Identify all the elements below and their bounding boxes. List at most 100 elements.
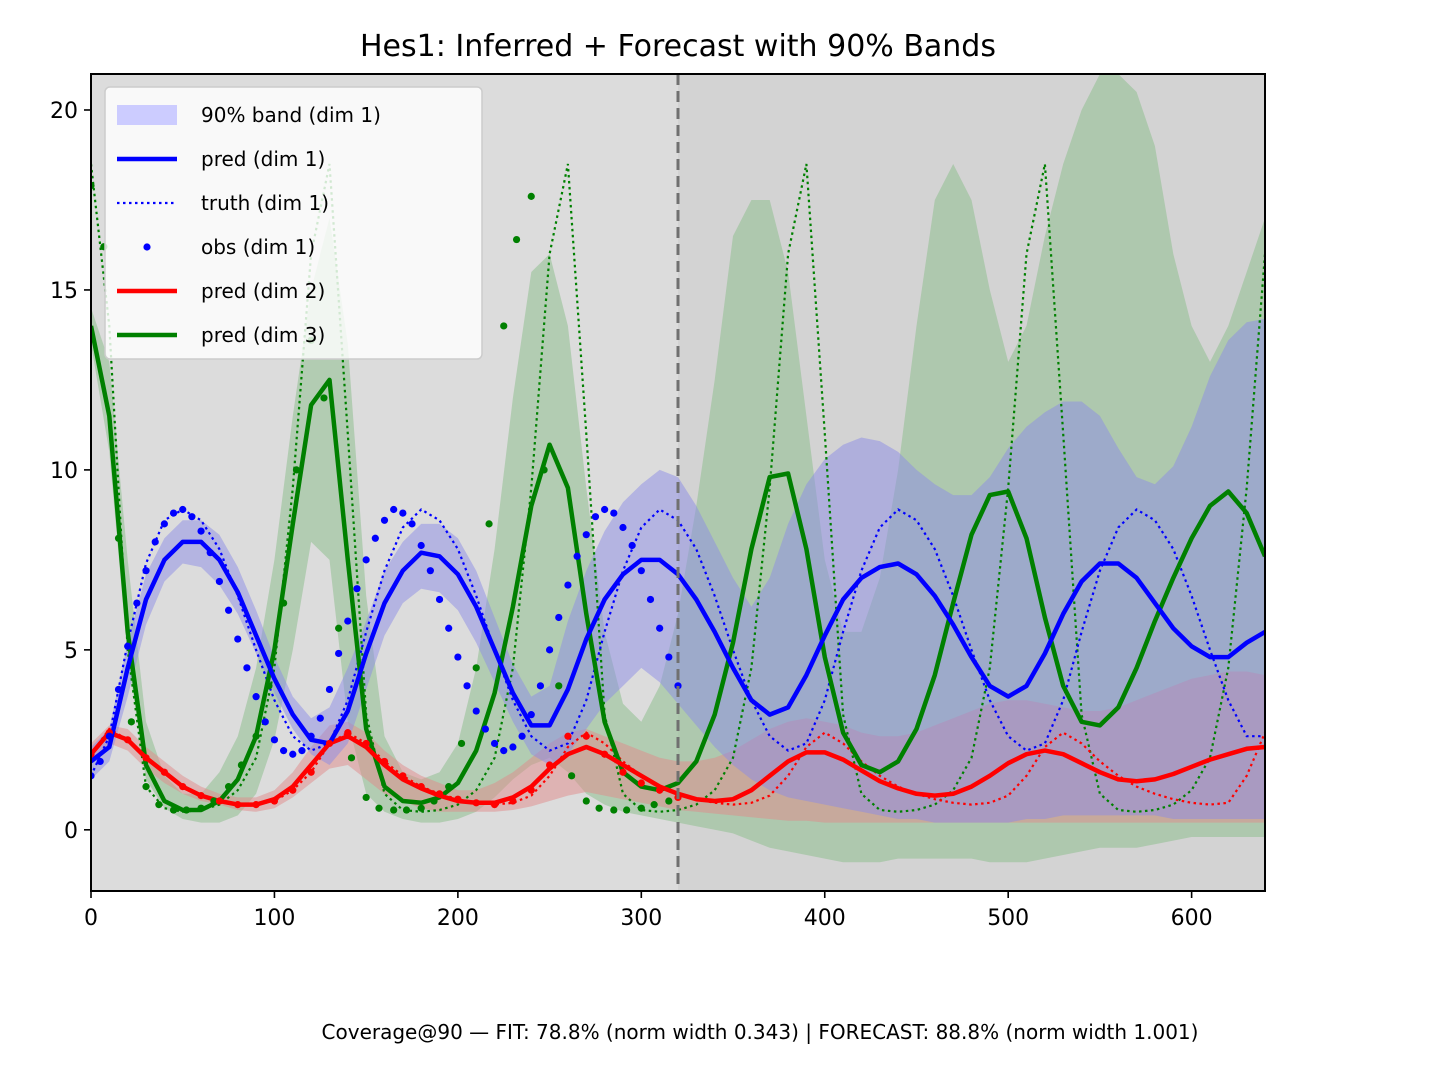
obs-point-dim-1 [564, 581, 572, 589]
obs-point-dim-3 [485, 520, 493, 528]
obs-point-dim-1 [261, 718, 269, 726]
axes-border [90, 73, 1266, 892]
legend: 90% band (dim 1) pred (dim 1) truth (dim 1… [104, 86, 483, 360]
obs-point-dim-2 [124, 736, 132, 744]
obs-point-dim-1 [500, 747, 508, 755]
obs-point-dim-1 [591, 513, 600, 521]
obs-point-dim-3 [457, 739, 466, 748]
obs-point-dim-1 [142, 567, 150, 575]
obs-point-dim-1 [188, 513, 196, 521]
x-axis-ticks: 0 100 200 300 400 500 600 [84, 891, 1213, 931]
obs-point-dim-3 [197, 804, 205, 812]
obs-point-dim-1 [234, 635, 242, 643]
obs-point-dim-1 [133, 599, 141, 607]
obs-point-dim-3 [114, 534, 123, 542]
legend-label: pred (dim 3) [201, 323, 325, 347]
obs-point-dim-1 [151, 538, 159, 546]
legend-label: 90% band (dim 1) [201, 103, 381, 127]
obs-point-dim-3 [472, 664, 480, 672]
obs-point-dim-2 [545, 761, 554, 769]
obs-point-dim-3 [265, 682, 273, 690]
y-tick-label: 10 [50, 459, 78, 484]
obs-point-dim-3 [582, 797, 590, 805]
obs-point-dim-1 [96, 757, 104, 766]
obs-point-dim-1 [270, 736, 279, 744]
obs-point-dim-3 [665, 797, 673, 805]
legend-swatch-dot [143, 243, 151, 251]
obs-point-dim-1 [307, 732, 315, 740]
obs-point-dim-1 [289, 750, 297, 758]
obs-point-dim-1 [280, 747, 288, 755]
obs-point-dim-2 [527, 786, 535, 794]
x-tick-label: 300 [620, 906, 662, 931]
obs-point-dim-2 [160, 768, 168, 776]
obs-point-dim-1 [619, 523, 627, 532]
obs-point-dim-1 [399, 509, 407, 517]
obs-point-dim-3 [320, 394, 328, 402]
obs-point-dim-3 [402, 806, 411, 814]
obs-point-dim-1 [114, 685, 123, 694]
obs-point-dim-1 [380, 516, 389, 524]
legend-swatch-band [117, 105, 177, 125]
obs-point-dim-2 [417, 783, 425, 791]
obs-point-dim-2 [252, 801, 260, 809]
obs-point-dim-2 [601, 750, 609, 758]
obs-point-dim-3 [292, 466, 301, 474]
obs-point-dim-1 [426, 567, 434, 575]
legend-label: pred (dim 2) [201, 279, 325, 303]
obs-point-dim-1 [124, 642, 132, 650]
obs-point-dim-3 [169, 806, 178, 814]
obs-point-dim-3 [623, 806, 631, 814]
obs-point-dim-2 [362, 739, 370, 748]
obs-point-dim-1 [555, 613, 563, 622]
obs-point-dim-2 [325, 739, 334, 748]
obs-point-dim-1 [481, 725, 489, 733]
obs-point-dim-2 [344, 729, 352, 737]
obs-point-dim-2 [472, 799, 480, 807]
obs-point-dim-1 [582, 531, 590, 539]
y-tick-label: 15 [50, 279, 78, 304]
obs-point-dim-1 [509, 743, 517, 751]
obs-point-dim-2 [197, 792, 205, 800]
y-tick-label: 0 [64, 819, 78, 844]
obs-point-dim-3 [445, 783, 453, 791]
obs-point-dim-3 [595, 804, 603, 812]
obs-point-dim-2 [582, 732, 590, 740]
obs-point-dim-3 [417, 804, 425, 812]
x-tick-label: 400 [804, 906, 846, 931]
obs-point-dim-2 [307, 768, 315, 776]
obs-point-dim-3 [650, 801, 658, 809]
obs-point-dim-3 [127, 718, 135, 726]
obs-point-dim-1 [390, 505, 398, 514]
obs-point-dim-2 [234, 801, 242, 809]
obs-point-dim-1 [105, 732, 113, 740]
obs-point-dim-1 [646, 595, 655, 604]
x-tick-label: 600 [1171, 906, 1213, 931]
obs-point-dim-1 [527, 711, 535, 719]
obs-point-dim-3 [637, 804, 645, 812]
obs-point-dim-1 [610, 509, 618, 517]
obs-point-dim-3 [142, 783, 150, 791]
obs-point-dim-3 [555, 682, 563, 690]
obs-point-dim-1 [169, 509, 178, 517]
obs-point-dim-1 [628, 541, 636, 550]
obs-point-dim-1 [536, 682, 545, 690]
obs-point-dim-2 [619, 768, 627, 776]
obs-point-dim-1 [353, 585, 361, 593]
obs-point-dim-3 [568, 772, 576, 780]
obs-point-dim-3 [210, 797, 218, 805]
obs-point-dim-3 [500, 322, 508, 330]
y-axis-ticks: 0 5 10 15 20 [50, 99, 91, 844]
obs-point-dim-1 [545, 646, 554, 654]
obs-point-dim-1 [454, 653, 462, 661]
axes-frame [90, 73, 1266, 892]
obs-point-dim-2 [289, 786, 297, 794]
pred-line-dim-3 [91, 325, 1265, 813]
obs-point-dim-2 [509, 797, 517, 805]
obs-point-dim-1 [417, 541, 425, 550]
x-tick-label: 0 [84, 906, 98, 931]
coverage-caption: Coverage@90 — FIT: 78.8% (norm width 0.3… [322, 1020, 1199, 1044]
obs-point-dim-3 [280, 599, 288, 607]
obs-point-dim-1 [371, 534, 379, 542]
